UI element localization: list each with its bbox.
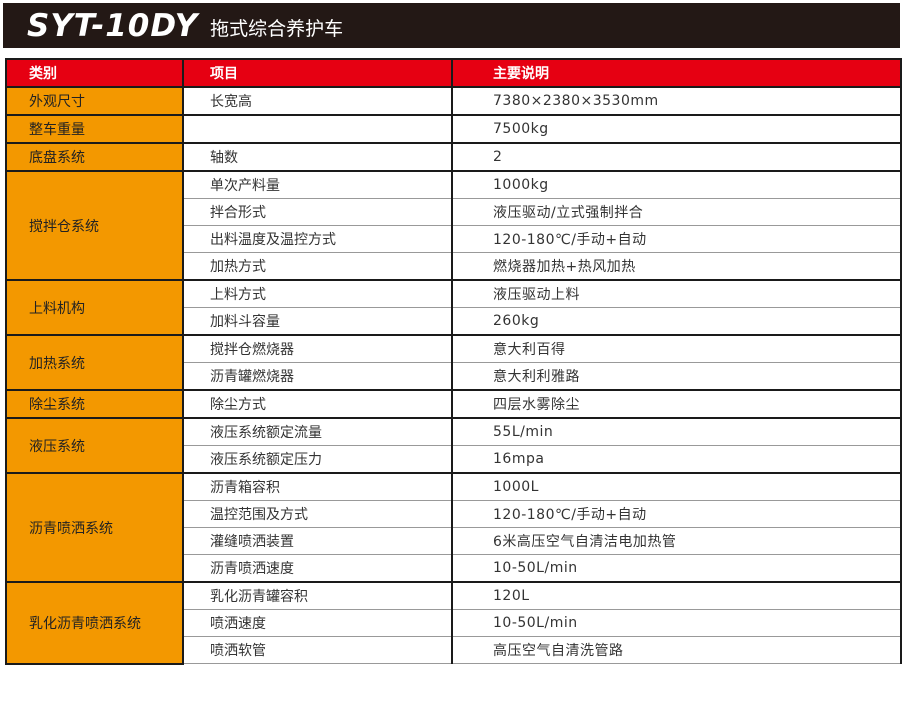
item-cell: 灌缝喷洒装置 — [182, 527, 453, 555]
item-cell: 长宽高 — [182, 86, 453, 116]
item-cell: 单次产料量 — [182, 170, 453, 199]
item-cell: 上料方式 — [182, 279, 453, 308]
table-header-row: 类别 项目 主要说明 — [5, 58, 902, 88]
item-cell: 沥青罐燃烧器 — [182, 362, 453, 391]
category-cell: 沥青喷洒系统 — [5, 472, 184, 583]
description-cell: 10-50L/min — [451, 609, 902, 637]
category-cell: 上料机构 — [5, 279, 184, 336]
description-cell: 2 — [451, 142, 902, 172]
item-cell: 温控范围及方式 — [182, 500, 453, 528]
item-cell: 加热方式 — [182, 252, 453, 281]
item-cell: 液压系统额定压力 — [182, 445, 453, 474]
item-cell: 拌合形式 — [182, 198, 453, 226]
table-row: 加料斗容量 260kg — [6, 307, 902, 336]
description-cell: 1000kg — [451, 170, 902, 199]
table-row: 喷洒速度 10-50L/min — [6, 609, 902, 637]
table-row: 沥青喷洒系统 沥青箱容积 1000L — [5, 472, 902, 583]
description-cell: 6米高压空气自清洁电加热管 — [451, 527, 902, 555]
category-cell: 底盘系统 — [5, 142, 184, 172]
table-row: 上料机构 上料方式 液压驱动上料 — [5, 279, 902, 336]
table-row: 搅拌仓系统 单次产料量 1000kg — [5, 170, 902, 281]
description-cell: 16mpa — [451, 445, 902, 474]
description-cell: 燃烧器加热+热风加热 — [451, 252, 902, 281]
description-cell: 120-180℃/手动+自动 — [451, 225, 902, 253]
header-description: 主要说明 — [451, 58, 902, 88]
description-cell: 55L/min — [451, 417, 902, 446]
category-cell: 外观尺寸 — [5, 86, 184, 116]
description-cell: 液压驱动/立式强制拌合 — [451, 198, 902, 226]
item-cell: 除尘方式 — [182, 389, 453, 419]
table-row: 温控范围及方式 120-180℃/手动+自动 — [6, 500, 902, 528]
table-row: 拌合形式 液压驱动/立式强制拌合 — [6, 198, 902, 226]
table-row: 整车重量 7500kg — [5, 114, 902, 144]
table-row: 外观尺寸 长宽高 7380×2380×3530mm — [5, 86, 902, 116]
item-cell: 出料温度及温控方式 — [182, 225, 453, 253]
item-cell: 轴数 — [182, 142, 453, 172]
category-cell: 搅拌仓系统 — [5, 170, 184, 281]
description-cell: 7380×2380×3530mm — [451, 86, 902, 116]
category-cell: 整车重量 — [5, 114, 184, 144]
description-cell: 液压驱动上料 — [451, 279, 902, 308]
description-cell: 高压空气自清洗管路 — [451, 636, 902, 664]
spec-table: 类别 项目 主要说明 外观尺寸 长宽高 7380×2380×3530mm 整车重量 75… — [5, 58, 902, 665]
description-cell: 1000L — [451, 472, 902, 501]
table-row: 加热系统 搅拌仓燃烧器 意大利百得 — [5, 334, 902, 391]
description-cell: 260kg — [451, 307, 902, 336]
category-cell: 加热系统 — [5, 334, 184, 391]
title-bar: SYT-10DY 拖式综合养护车 — [3, 3, 900, 48]
table-row: 灌缝喷洒装置 6米高压空气自清洁电加热管 — [6, 527, 902, 555]
description-cell: 意大利利雅路 — [451, 362, 902, 391]
item-cell: 搅拌仓燃烧器 — [182, 334, 453, 363]
table-row: 出料温度及温控方式 120-180℃/手动+自动 — [6, 225, 902, 253]
description-cell: 意大利百得 — [451, 334, 902, 363]
table-row: 沥青罐燃烧器 意大利利雅路 — [6, 362, 902, 391]
item-cell: 加料斗容量 — [182, 307, 453, 336]
table-row: 除尘系统 除尘方式 四层水雾除尘 — [5, 389, 902, 419]
description-cell: 四层水雾除尘 — [451, 389, 902, 419]
header-item: 项目 — [182, 58, 453, 88]
item-cell: 液压系统额定流量 — [182, 417, 453, 446]
item-cell: 喷洒软管 — [182, 636, 453, 664]
item-cell: 喷洒速度 — [182, 609, 453, 637]
table-row: 底盘系统 轴数 2 — [5, 142, 902, 172]
description-cell: 7500kg — [451, 114, 902, 144]
item-cell: 沥青喷洒速度 — [182, 554, 453, 583]
category-cell: 乳化沥青喷洒系统 — [5, 581, 184, 665]
product-subtitle: 拖式综合养护车 — [210, 18, 344, 40]
table-row: 喷洒软管 高压空气自清洗管路 — [6, 636, 902, 664]
description-cell: 10-50L/min — [451, 554, 902, 583]
item-cell — [182, 114, 453, 144]
table-row: 液压系统 液压系统额定流量 55L/min — [5, 417, 902, 474]
header-category: 类别 — [5, 58, 184, 88]
description-cell: 120L — [451, 581, 902, 610]
item-cell: 沥青箱容积 — [182, 472, 453, 501]
item-cell: 乳化沥青罐容积 — [182, 581, 453, 610]
table-body: 外观尺寸 长宽高 7380×2380×3530mm 整车重量 7500kg 底盘系统 轴数 2… — [5, 86, 902, 665]
table-row: 加热方式 燃烧器加热+热风加热 — [6, 252, 902, 281]
table-row: 乳化沥青喷洒系统 乳化沥青罐容积 120L — [5, 581, 902, 665]
table-row: 液压系统额定压力 16mpa — [6, 445, 902, 474]
description-cell: 120-180℃/手动+自动 — [451, 500, 902, 528]
category-cell: 液压系统 — [5, 417, 184, 474]
model-name: SYT-10DY — [27, 7, 199, 44]
category-cell: 除尘系统 — [5, 389, 184, 419]
